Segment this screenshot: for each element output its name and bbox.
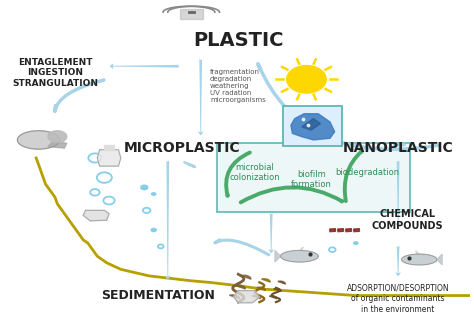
Polygon shape: [48, 141, 67, 148]
Bar: [337, 229, 344, 232]
Polygon shape: [104, 145, 114, 150]
Polygon shape: [235, 285, 246, 289]
Text: PLASTIC: PLASTIC: [193, 31, 283, 49]
Polygon shape: [275, 250, 281, 262]
Point: [304, 122, 311, 127]
Polygon shape: [18, 131, 60, 149]
Polygon shape: [48, 131, 67, 142]
Circle shape: [140, 185, 148, 190]
Polygon shape: [281, 250, 318, 262]
Polygon shape: [241, 275, 251, 279]
Polygon shape: [416, 251, 419, 255]
Point: [306, 251, 314, 257]
Text: CHEMICAL
COMPOUNDS: CHEMICAL COMPOUNDS: [372, 209, 443, 231]
Bar: [329, 229, 336, 232]
Circle shape: [353, 241, 359, 245]
Polygon shape: [300, 247, 303, 251]
Polygon shape: [229, 295, 240, 299]
Text: SEDIMENTATION: SEDIMENTATION: [101, 289, 215, 302]
Polygon shape: [262, 279, 270, 282]
Text: NANOPLASTIC: NANOPLASTIC: [343, 141, 454, 155]
Polygon shape: [97, 150, 121, 166]
Polygon shape: [83, 210, 109, 221]
Text: ADSORPTION/DESORPTION
of organic contaminants
in the environment: ADSORPTION/DESORPTION of organic contami…: [347, 284, 449, 314]
Polygon shape: [269, 296, 277, 299]
Point: [300, 117, 307, 122]
Bar: [354, 229, 360, 232]
Text: fragmentation
degradation
weathering
UV radation
microorganisms: fragmentation degradation weathering UV …: [210, 69, 266, 103]
Circle shape: [287, 65, 326, 93]
Polygon shape: [257, 287, 265, 291]
FancyBboxPatch shape: [283, 106, 342, 146]
Bar: [346, 229, 352, 232]
Text: biodegradation: biodegradation: [336, 168, 400, 177]
Text: ENTAGLEMENT
INGESTION
STRANGULATION: ENTAGLEMENT INGESTION STRANGULATION: [12, 58, 98, 88]
Text: MICROPLASTIC: MICROPLASTIC: [124, 141, 240, 155]
Text: microbial
colonization: microbial colonization: [229, 163, 280, 182]
Polygon shape: [302, 119, 320, 130]
Polygon shape: [401, 254, 437, 265]
Polygon shape: [234, 291, 259, 303]
Polygon shape: [291, 114, 335, 140]
Polygon shape: [252, 295, 261, 299]
Circle shape: [150, 228, 157, 232]
Text: biofilm
formation: biofilm formation: [291, 169, 332, 189]
Point: [406, 255, 413, 260]
FancyBboxPatch shape: [217, 143, 410, 212]
Polygon shape: [273, 289, 281, 291]
Polygon shape: [278, 281, 285, 284]
Circle shape: [151, 192, 156, 196]
Polygon shape: [437, 254, 442, 265]
